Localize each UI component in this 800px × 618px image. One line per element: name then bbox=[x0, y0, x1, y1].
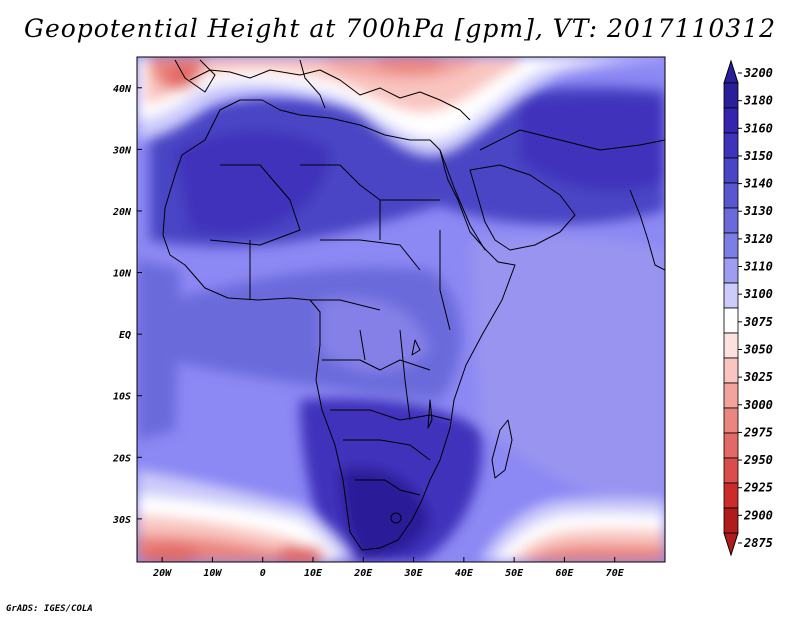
colorbar-tick-label: 3025 bbox=[743, 370, 773, 384]
latitude-axis: 40N 30N 20N 10N EQ 10S 20S 30S bbox=[112, 84, 142, 526]
colorbar-tick-label: 2950 bbox=[743, 453, 773, 467]
colorbar-swatch bbox=[723, 257, 739, 284]
colorbar-tick-label: 2900 bbox=[743, 508, 773, 522]
lat-tick-label: 10N bbox=[113, 269, 132, 280]
map-plot-area bbox=[137, 57, 665, 562]
colorbar-swatch bbox=[723, 507, 739, 534]
colorbar-tick-label: 3140 bbox=[743, 177, 773, 191]
colorbar-swatch bbox=[723, 332, 739, 359]
map-frame bbox=[136, 56, 666, 563]
lat-tick-label: EQ bbox=[119, 330, 131, 341]
colorbar-swatch bbox=[723, 282, 739, 309]
lat-tick-label: 30S bbox=[112, 515, 131, 526]
colorbar-tick-label: 3075 bbox=[743, 315, 773, 329]
lat-tick-label: 40N bbox=[113, 84, 132, 95]
colorbar-tick-label: 3160 bbox=[743, 121, 773, 135]
colorbar-swatch bbox=[723, 157, 739, 184]
colorbar-tick-label: 3150 bbox=[743, 149, 773, 163]
southern-low-east bbox=[480, 497, 665, 562]
colorbar-top-arrow bbox=[723, 59, 739, 84]
lon-tick-label: 20W bbox=[152, 568, 172, 579]
colorbar-tick-label: 3050 bbox=[743, 342, 773, 356]
colorbar-swatch bbox=[723, 432, 739, 459]
colorbar: 3200 3180 3160 3150 3140 3130 3120 3110 3100 3075… bbox=[723, 59, 773, 557]
colorbar-swatch bbox=[723, 132, 739, 159]
lon-tick-label: 10E bbox=[304, 568, 323, 579]
colorbar-swatch bbox=[723, 107, 739, 134]
colorbar-swatch bbox=[723, 207, 739, 234]
lat-tick-label: 10S bbox=[113, 392, 131, 403]
software-credit: GrADS: IGES/COLA bbox=[6, 604, 93, 614]
lat-tick-label: 20N bbox=[112, 207, 132, 218]
colorbar-swatch bbox=[723, 82, 739, 109]
lon-tick-label: 0 bbox=[260, 568, 266, 579]
colorbar-tick-label: 2875 bbox=[743, 536, 773, 550]
colorbar-swatch bbox=[723, 382, 739, 409]
colorbar-tick-label: 2975 bbox=[743, 425, 773, 439]
colorbar-swatch bbox=[723, 307, 739, 334]
colorbar-tick-label: 3180 bbox=[743, 94, 773, 108]
lon-tick-label: 30E bbox=[404, 568, 424, 579]
colorbar-tick-label: 3120 bbox=[743, 232, 773, 246]
colorbar-swatch bbox=[723, 457, 739, 484]
southern-low-west bbox=[137, 470, 355, 562]
lon-tick-label: 40E bbox=[455, 568, 474, 579]
colorbar-tick-label: 3110 bbox=[743, 260, 773, 274]
lon-tick-label: 10W bbox=[203, 568, 222, 579]
colorbar-bottom-arrow bbox=[723, 532, 739, 557]
longitude-axis: 20W 10W 0 10E 20E 30E 40E 50E 60E 70E bbox=[152, 557, 625, 579]
lon-tick-label: 70E bbox=[606, 568, 625, 579]
lon-tick-label: 60E bbox=[555, 568, 574, 579]
lon-tick-label: 50E bbox=[505, 568, 524, 579]
colorbar-tick-label: 3000 bbox=[743, 398, 773, 412]
lon-tick-label: 20E bbox=[353, 568, 373, 579]
colorbar-tick-label: 2925 bbox=[743, 481, 773, 495]
colorbar-swatch bbox=[723, 357, 739, 384]
colorbar-tick-label: 3200 bbox=[743, 66, 773, 80]
colorbar-swatch bbox=[723, 232, 739, 259]
colorbar-swatch bbox=[723, 482, 739, 509]
lat-tick-label: 20S bbox=[112, 453, 131, 464]
map-title: Geopotential Height at 700hPa [gpm], VT:… bbox=[23, 14, 777, 43]
colorbar-tick-label: 3100 bbox=[743, 287, 773, 301]
height-field bbox=[137, 86, 665, 562]
lat-tick-label: 30N bbox=[112, 145, 132, 156]
coastline-and-borders bbox=[162, 59, 665, 551]
colorbar-tick-label: 3130 bbox=[743, 204, 773, 218]
colorbar-swatch bbox=[723, 182, 739, 209]
colorbar-swatch bbox=[723, 407, 739, 434]
